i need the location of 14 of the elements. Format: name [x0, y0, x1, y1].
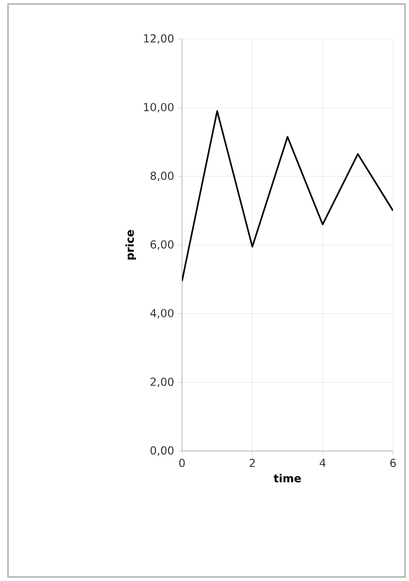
y-tick-label: 6,00 — [150, 240, 174, 250]
line-series — [182, 110, 393, 282]
x-axis-title: time — [274, 474, 301, 482]
x-tick-label: 2 — [250, 458, 255, 467]
y-tick-label: 2,00 — [150, 378, 174, 388]
x-tick-label: 0 — [179, 458, 185, 468]
x-tick-label: 6 — [390, 458, 396, 468]
y-tick-label: 12,00 — [144, 34, 174, 44]
y-tick-label: 10,00 — [144, 102, 174, 112]
y-axis-title: price — [125, 230, 136, 260]
y-tick-label: 4,00 — [150, 308, 174, 318]
x-tick-label: 4 — [320, 458, 326, 467]
y-tick-label: 8,00 — [150, 172, 174, 182]
y-tick-label: 0,00 — [150, 446, 174, 456]
